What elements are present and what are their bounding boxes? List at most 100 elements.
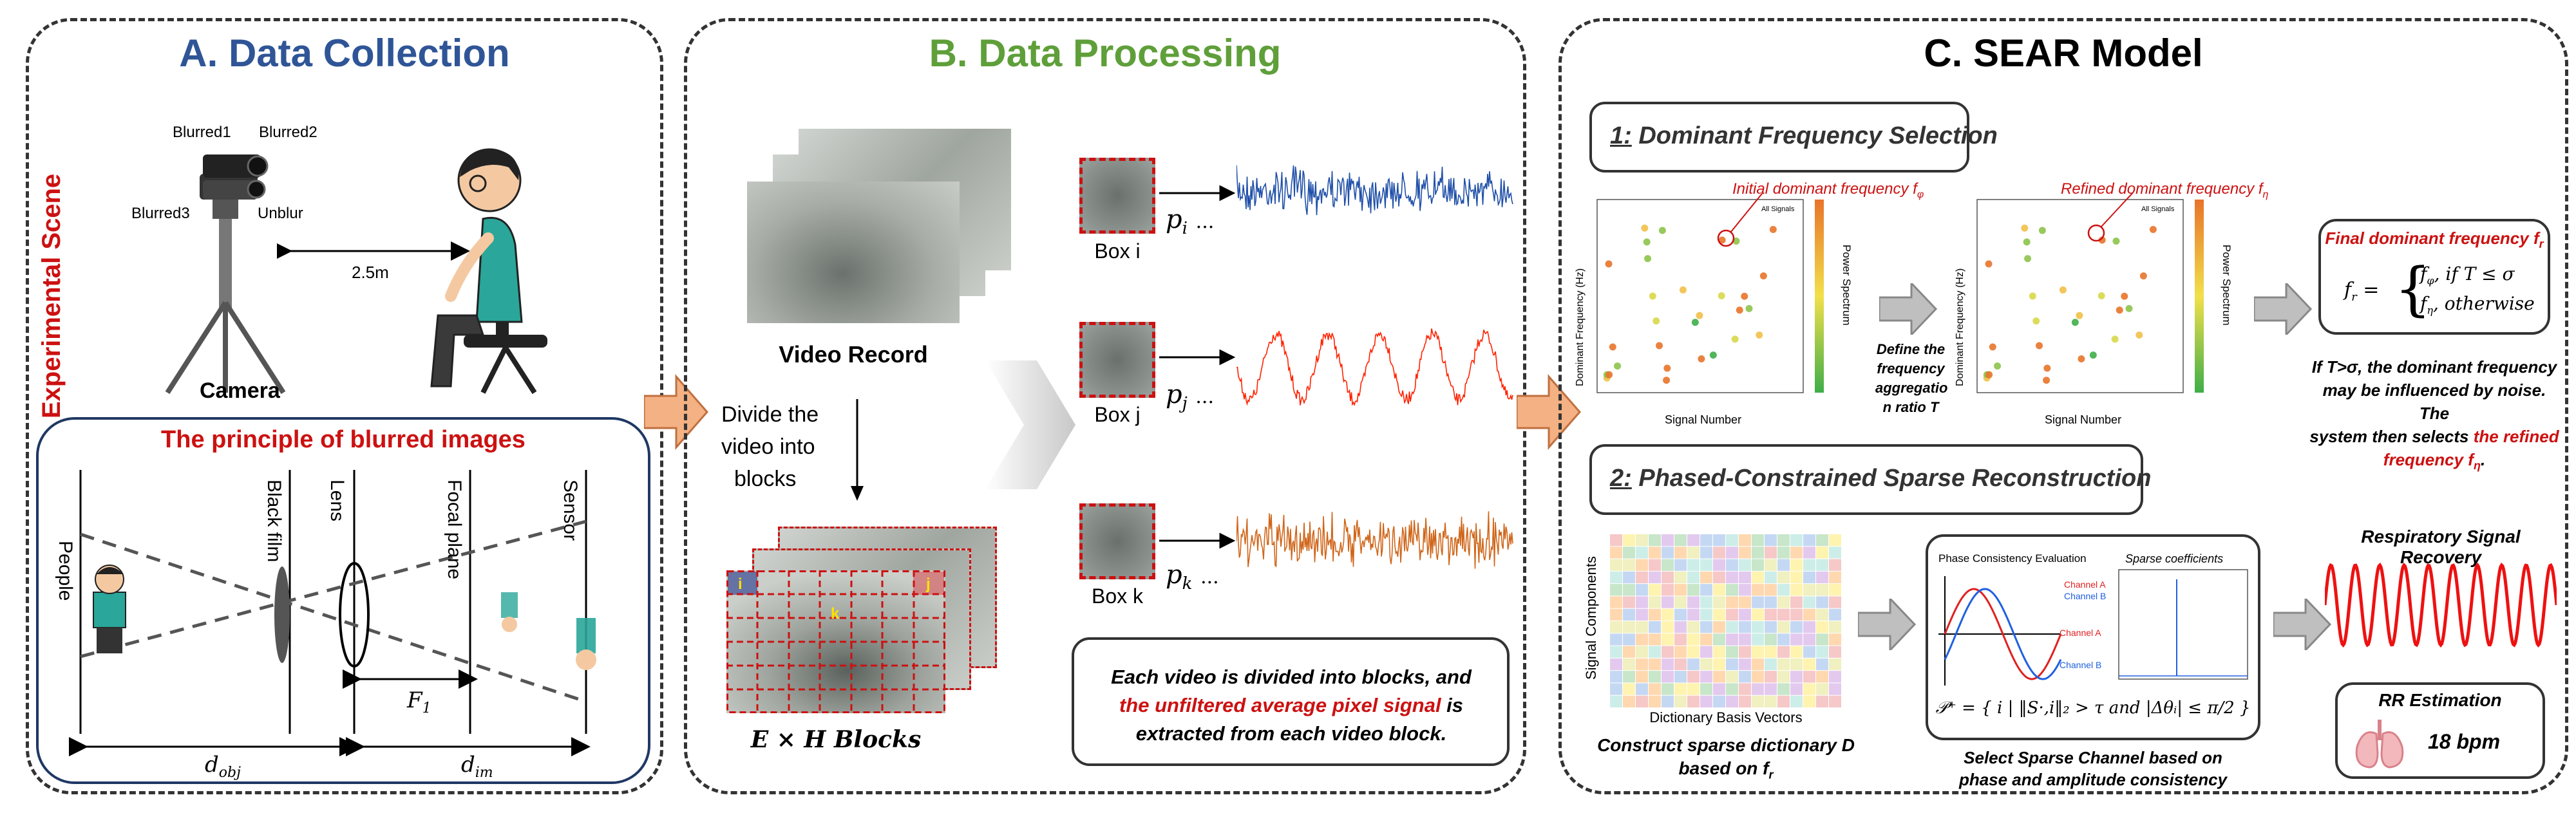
- dictionary-cell: [1636, 633, 1648, 646]
- scatter-point: [1656, 342, 1663, 350]
- scatter-point: [1709, 351, 1717, 359]
- dictionary-cell: [1674, 584, 1687, 596]
- dictionary-cell: [1829, 608, 1841, 621]
- block-grid: [726, 570, 945, 713]
- scatter-point: [1644, 255, 1652, 263]
- scatter-point: [2121, 292, 2128, 300]
- dictionary-cell: [1726, 596, 1738, 608]
- dictionary-cell: [1649, 683, 1661, 695]
- optics-label-black-film: Black film: [263, 480, 285, 563]
- scatter-point: [2036, 342, 2043, 350]
- dictionary-cell: [1674, 646, 1687, 658]
- box-j-thumb: [1079, 322, 1155, 398]
- dictionary-cell: [1623, 671, 1635, 683]
- dictionary-cell: [1803, 584, 1815, 596]
- dictionary-cell: [1765, 671, 1777, 683]
- legend-label: All Signals: [2141, 205, 2175, 213]
- dictionary-cell: [1777, 596, 1790, 608]
- dictionary-cell: [1803, 608, 1815, 621]
- dictionary-cell: [1777, 571, 1790, 584]
- scatter-point: [2078, 355, 2085, 363]
- x-axis-label: Signal Number: [1665, 413, 1741, 426]
- dictionary-cell: [1662, 621, 1674, 633]
- dictionary-cell: [1636, 683, 1648, 695]
- dictionary-cell: [1765, 534, 1777, 547]
- dictionary-cell: [1662, 683, 1674, 695]
- dictionary-cell: [1829, 621, 1841, 633]
- dict-xlabel: Dictionary Basis Vectors: [1649, 709, 1803, 725]
- scatter-point: [1989, 343, 1996, 351]
- dictionary-cell: [1739, 596, 1751, 608]
- dictionary-cell: [1765, 596, 1777, 608]
- dictionary-cell: [1687, 646, 1700, 658]
- dictionary-cell: [1636, 608, 1648, 621]
- dictionary-cell: [1610, 534, 1622, 547]
- dictionary-cell: [1752, 534, 1764, 547]
- scatter-point: [1614, 362, 1622, 370]
- scatter-point: [1605, 260, 1613, 268]
- dictionary-cell: [1765, 658, 1777, 671]
- y-axis-label: Dominant Frequency (Hz): [1575, 268, 1586, 386]
- dictionary-cell: [1700, 608, 1712, 621]
- dictionary-cell: [1700, 559, 1712, 571]
- dictionary-cell: [1700, 547, 1712, 559]
- dictionary-cell: [1777, 633, 1790, 646]
- select-caption: Select Sparse Channel based on phase and …: [1958, 748, 2228, 789]
- dictionary-cell: [1777, 683, 1790, 695]
- dictionary-cell: [1829, 596, 1841, 608]
- video-frame-front: [747, 182, 960, 323]
- scatter-point: [2043, 377, 2050, 384]
- dictionary-cell: [1816, 571, 1828, 584]
- dictionary-cell: [1662, 596, 1674, 608]
- scatter-point: [2139, 272, 2147, 280]
- dictionary-cell: [1726, 621, 1738, 633]
- panel-sear-model: [1558, 18, 2568, 794]
- recovered-signal-trace: [2325, 563, 2557, 648]
- box-i-thumb: [1079, 158, 1155, 234]
- dictionary-cell: [1803, 571, 1815, 584]
- dictionary-cell: [1739, 559, 1751, 571]
- dictionary-cell: [1649, 534, 1661, 547]
- dictionary-cell: [1752, 671, 1764, 683]
- dictionary-cell: [1674, 695, 1687, 707]
- phase-consistency-plot: [1938, 576, 2062, 686]
- dictionary-cell: [1713, 584, 1725, 596]
- p-j-label: pj ...: [1166, 380, 1214, 413]
- dictionary-cell: [1726, 571, 1738, 584]
- signal-trace: [1236, 328, 1513, 406]
- divide-text-2: video into: [721, 435, 815, 459]
- dictionary-cell: [1765, 559, 1777, 571]
- panel-c-title: C. SEAR Model: [1924, 32, 2203, 75]
- dictionary-cell: [1816, 671, 1828, 683]
- dictionary-cell: [1713, 571, 1725, 584]
- dictionary-cell: [1662, 571, 1674, 584]
- dictionary-cell: [1726, 633, 1738, 646]
- dictionary-cell: [1829, 633, 1841, 646]
- dictionary-cell: [1674, 658, 1687, 671]
- dictionary-cell: [1649, 547, 1661, 559]
- d-obj-label: dobj: [205, 752, 241, 781]
- dictionary-cell: [1713, 658, 1725, 671]
- dictionary-cell: [1790, 621, 1803, 633]
- dictionary-cell: [1752, 646, 1764, 658]
- define-text-3: aggregatio: [1875, 380, 1948, 396]
- gray-arrow-2: [2254, 283, 2312, 335]
- dictionary-cell: [1739, 547, 1751, 559]
- dictionary-cell: [1739, 683, 1751, 695]
- panel-b-title: B. Data Processing: [929, 32, 1282, 75]
- dictionary-cell: [1739, 621, 1751, 633]
- dictionary-cell: [1623, 646, 1635, 658]
- dictionary-cell: [1777, 547, 1790, 559]
- scatter-point: [1985, 260, 1993, 268]
- scatter-point: [1653, 317, 1660, 325]
- dictionary-cell: [1636, 547, 1648, 559]
- dictionary-cell: [1803, 547, 1815, 559]
- rr-value: 18 bpm: [2428, 730, 2501, 753]
- dictionary-cell: [1726, 671, 1738, 683]
- scatter-point: [1745, 304, 1753, 312]
- dictionary-cell: [1674, 683, 1687, 695]
- dictionary-cell: [1687, 621, 1700, 633]
- dictionary-cell: [1752, 559, 1764, 571]
- dictionary-cell: [1662, 547, 1674, 559]
- dictionary-cell: [1636, 646, 1648, 658]
